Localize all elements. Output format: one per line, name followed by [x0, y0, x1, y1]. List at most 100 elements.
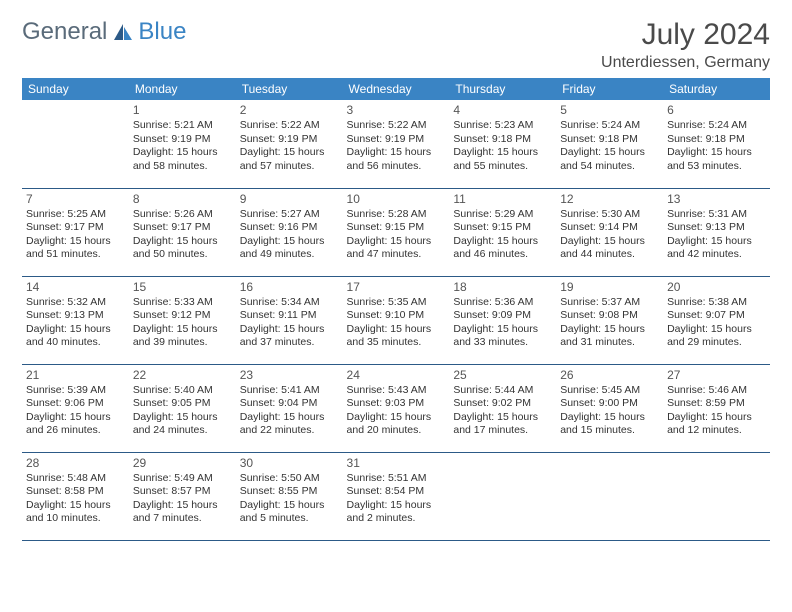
sunrise-text: Sunrise: 5:51 AM: [347, 472, 446, 486]
day-info: Sunrise: 5:22 AMSunset: 9:19 PMDaylight:…: [240, 119, 339, 174]
calendar-cell: 18 Sunrise: 5:36 AMSunset: 9:09 PMDayligh…: [449, 276, 556, 364]
calendar-cell: 28Sunrise: 5:48 AMSunset: 8:58 PMDayligh…: [22, 452, 129, 540]
day-header-row: Sunday Monday Tuesday Wednesday Thursday…: [22, 78, 770, 100]
header: General Blue July 2024 Unterdiessen, Ger…: [22, 18, 770, 72]
sunrise-text: Sunrise: 5:37 AM: [560, 296, 659, 310]
daylight-text: Daylight: 15 hours and 10 minutes.: [26, 499, 125, 526]
day-number: 12: [560, 192, 659, 206]
day-info: Sunrise: 5:27 AMSunset: 9:16 PMDaylight:…: [240, 208, 339, 263]
day-info: Sunrise: 5:24 AMSunset: 9:18 PMDaylight:…: [667, 119, 766, 174]
title-block: July 2024 Unterdiessen, Germany: [601, 18, 770, 72]
sunrise-text: Sunrise: 5:46 AM: [667, 384, 766, 398]
day-info: Sunrise: 5:35 AMSunset: 9:10 PMDaylight:…: [347, 296, 446, 351]
day-number: 3: [347, 103, 446, 117]
sunrise-text: Sunrise: 5:23 AM: [453, 119, 552, 133]
daylight-text: Daylight: 15 hours and 44 minutes.: [560, 235, 659, 262]
calendar-cell: 27Sunrise: 5:46 AMSunset: 8:59 PMDayligh…: [663, 364, 770, 452]
sunset-text: Sunset: 9:18 PM: [453, 133, 552, 147]
sunrise-text: Sunrise: 5:30 AM: [560, 208, 659, 222]
sunrise-text: Sunrise: 5:43 AM: [347, 384, 446, 398]
calendar-cell: 19Sunrise: 5:37 AMSunset: 9:08 PMDayligh…: [556, 276, 663, 364]
sunrise-text: Sunrise: 5:38 AM: [667, 296, 766, 310]
calendar-cell: 10 Sunrise: 5:28 AMSunset: 9:15 PMDayligh…: [343, 188, 450, 276]
calendar-cell: [556, 452, 663, 540]
day-number: 30: [240, 456, 339, 470]
daylight-text: Daylight: 15 hours and 57 minutes.: [240, 146, 339, 173]
col-wednesday: Wednesday: [343, 78, 450, 100]
daylight-text: Daylight: 15 hours and 56 minutes.: [347, 146, 446, 173]
col-friday: Friday: [556, 78, 663, 100]
day-info: Sunrise: 5:38 AMSunset: 9:07 PMDaylight:…: [667, 296, 766, 351]
sunset-text: Sunset: 9:09 PM: [453, 309, 552, 323]
calendar-cell: 2Sunrise: 5:22 AMSunset: 9:19 PMDaylight…: [236, 100, 343, 188]
day-number: 27: [667, 368, 766, 382]
sunrise-text: Sunrise: 5:21 AM: [133, 119, 232, 133]
day-number: 11: [453, 192, 552, 206]
day-number: 6: [667, 103, 766, 117]
day-info: Sunrise: 5:40 AMSunset: 9:05 PMDaylight:…: [133, 384, 232, 439]
day-number: 16: [240, 280, 339, 294]
sunset-text: Sunset: 9:03 PM: [347, 397, 446, 411]
calendar-cell: 31Sunrise: 5:51 AMSunset: 8:54 PMDayligh…: [343, 452, 450, 540]
calendar-cell: 17Sunrise: 5:35 AMSunset: 9:10 PMDayligh…: [343, 276, 450, 364]
sunrise-text: Sunrise: 5:41 AM: [240, 384, 339, 398]
sunset-text: Sunset: 9:16 PM: [240, 221, 339, 235]
day-info: Sunrise: 5:51 AMSunset: 8:54 PMDaylight:…: [347, 472, 446, 527]
day-number: 4: [453, 103, 552, 117]
day-info: Sunrise: 5:41 AMSunset: 9:04 PMDaylight:…: [240, 384, 339, 439]
day-info: Sunrise: 5:50 AMSunset: 8:55 PMDaylight:…: [240, 472, 339, 527]
day-number: 10: [347, 192, 446, 206]
day-number: 5: [560, 103, 659, 117]
daylight-text: Daylight: 15 hours and 29 minutes.: [667, 323, 766, 350]
calendar-cell: 7Sunrise: 5:25 AMSunset: 9:17 PMDaylight…: [22, 188, 129, 276]
daylight-text: Daylight: 15 hours and 39 minutes.: [133, 323, 232, 350]
sunset-text: Sunset: 9:13 PM: [26, 309, 125, 323]
day-number: 21: [26, 368, 125, 382]
calendar-cell: 8Sunrise: 5:26 AMSunset: 9:17 PMDaylight…: [129, 188, 236, 276]
col-sunday: Sunday: [22, 78, 129, 100]
day-number: 13: [667, 192, 766, 206]
calendar-cell: [663, 452, 770, 540]
calendar-cell: 1Sunrise: 5:21 AMSunset: 9:19 PMDaylight…: [129, 100, 236, 188]
calendar-cell: 20Sunrise: 5:38 AMSunset: 9:07 PMDayligh…: [663, 276, 770, 364]
calendar-row: 14Sunrise: 5:32 AMSunset: 9:13 PMDayligh…: [22, 276, 770, 364]
sunset-text: Sunset: 9:08 PM: [560, 309, 659, 323]
sunset-text: Sunset: 9:17 PM: [26, 221, 125, 235]
day-info: Sunrise: 5:26 AMSunset: 9:17 PMDaylight:…: [133, 208, 232, 263]
calendar-row: 21Sunrise: 5:39 AMSunset: 9:06 PMDayligh…: [22, 364, 770, 452]
sunrise-text: Sunrise: 5:34 AM: [240, 296, 339, 310]
sunrise-text: Sunrise: 5:48 AM: [26, 472, 125, 486]
day-info: Sunrise: 5:45 AMSunset: 9:00 PMDaylight:…: [560, 384, 659, 439]
sunset-text: Sunset: 9:15 PM: [347, 221, 446, 235]
daylight-text: Daylight: 15 hours and 42 minutes.: [667, 235, 766, 262]
day-info: Sunrise: 5:29 AMSunset: 9:15 PMDaylight:…: [453, 208, 552, 263]
sunset-text: Sunset: 9:04 PM: [240, 397, 339, 411]
sunrise-text: Sunrise: 5:49 AM: [133, 472, 232, 486]
daylight-text: Daylight: 15 hours and 35 minutes.: [347, 323, 446, 350]
sunrise-text: Sunrise: 5:44 AM: [453, 384, 552, 398]
sunset-text: Sunset: 9:05 PM: [133, 397, 232, 411]
calendar-cell: 15Sunrise: 5:33 AMSunset: 9:12 PMDayligh…: [129, 276, 236, 364]
daylight-text: Daylight: 15 hours and 46 minutes.: [453, 235, 552, 262]
day-info: Sunrise: 5:32 AMSunset: 9:13 PMDaylight:…: [26, 296, 125, 351]
day-number: 18: [453, 280, 552, 294]
day-info: Sunrise: 5:24 AMSunset: 9:18 PMDaylight:…: [560, 119, 659, 174]
calendar-cell: [449, 452, 556, 540]
daylight-text: Daylight: 15 hours and 15 minutes.: [560, 411, 659, 438]
sunset-text: Sunset: 9:18 PM: [667, 133, 766, 147]
sunrise-text: Sunrise: 5:50 AM: [240, 472, 339, 486]
daylight-text: Daylight: 15 hours and 5 minutes.: [240, 499, 339, 526]
calendar-cell: 24Sunrise: 5:43 AMSunset: 9:03 PMDayligh…: [343, 364, 450, 452]
calendar-row: 7Sunrise: 5:25 AMSunset: 9:17 PMDaylight…: [22, 188, 770, 276]
day-info: Sunrise: 5:21 AMSunset: 9:19 PMDaylight:…: [133, 119, 232, 174]
day-info: Sunrise: 5:28 AMSunset: 9:15 PMDaylight:…: [347, 208, 446, 263]
logo-text-blue: Blue: [138, 18, 186, 46]
day-info: Sunrise: 5:36 AMSunset: 9:09 PMDaylight:…: [453, 296, 552, 351]
daylight-text: Daylight: 15 hours and 12 minutes.: [667, 411, 766, 438]
sunrise-text: Sunrise: 5:24 AM: [560, 119, 659, 133]
daylight-text: Daylight: 15 hours and 17 minutes.: [453, 411, 552, 438]
sunrise-text: Sunrise: 5:32 AM: [26, 296, 125, 310]
sunset-text: Sunset: 8:57 PM: [133, 485, 232, 499]
sunset-text: Sunset: 9:18 PM: [560, 133, 659, 147]
sunrise-text: Sunrise: 5:31 AM: [667, 208, 766, 222]
